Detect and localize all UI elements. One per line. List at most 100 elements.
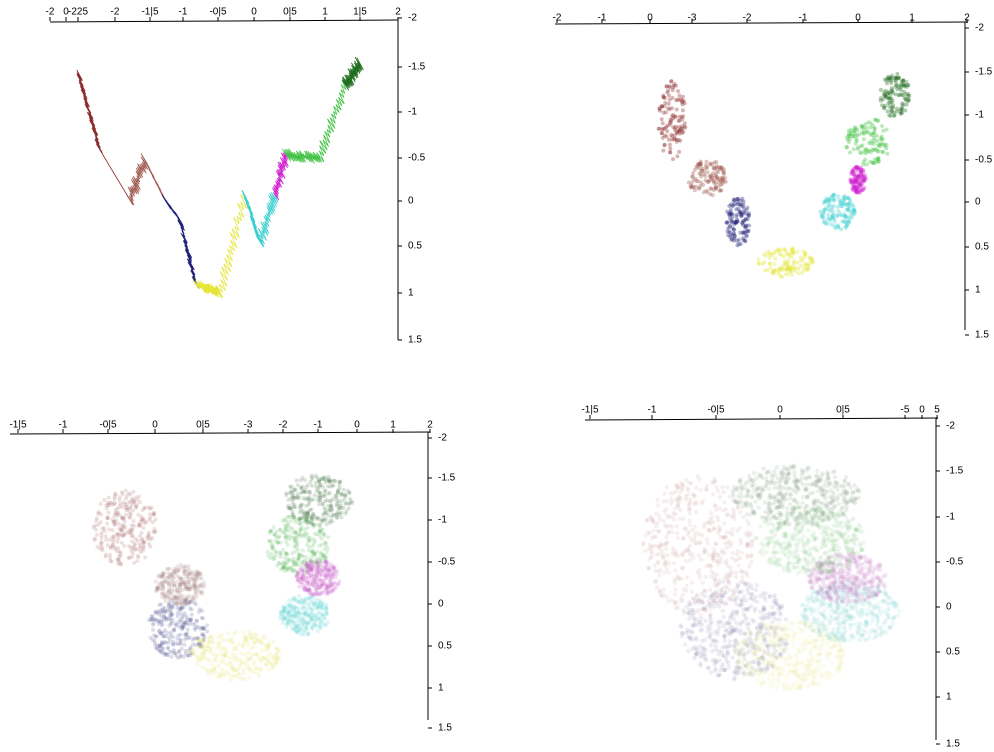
fractal-dot <box>835 223 840 228</box>
fractal-dot <box>177 608 182 613</box>
fractal-dot <box>861 162 866 167</box>
fractal-dot <box>188 653 193 658</box>
fractal-dot <box>884 95 889 100</box>
fractal-dot <box>694 651 699 657</box>
fractal-dot <box>856 181 861 186</box>
fractal-dot <box>852 606 857 611</box>
fractal-dot <box>707 179 712 184</box>
fractal-dot <box>191 582 196 586</box>
fractal-dot <box>880 137 885 142</box>
fractal-dot <box>809 608 814 614</box>
fractal-dot <box>309 610 314 614</box>
fractal-dot <box>185 622 189 627</box>
fractal-dot <box>232 645 237 650</box>
fractal-dot <box>155 585 160 590</box>
fractal-dot <box>853 187 858 192</box>
fractal-dot <box>896 613 901 618</box>
fractal-dot <box>263 648 268 653</box>
fractal-dot <box>314 606 319 611</box>
fractal-dot <box>318 616 322 621</box>
fractal-dot <box>278 612 283 616</box>
fractal-dot <box>841 647 846 652</box>
fractal-dot <box>725 563 730 569</box>
fractal-dot <box>892 113 897 118</box>
fractal-dot <box>691 185 696 190</box>
fractal-dot <box>286 610 291 615</box>
right-tick-label: 1 <box>946 692 952 703</box>
fractal-dot <box>852 207 857 212</box>
fractal-dot <box>175 611 180 616</box>
fractal-dot <box>780 266 784 271</box>
fractal-dot <box>810 679 815 684</box>
fractal-dot <box>166 587 171 592</box>
fractal-dot <box>855 190 859 194</box>
fractal-dot <box>154 634 159 639</box>
fractal-dot <box>190 651 195 656</box>
fractal-dot <box>295 599 300 603</box>
fractal-dot <box>206 658 211 663</box>
fractal-dot <box>677 125 682 129</box>
fractal-dot <box>290 605 295 610</box>
fractal-dot <box>823 199 828 204</box>
fractal-dot <box>845 145 849 150</box>
fractal-dot <box>195 572 200 577</box>
top-tick-label: -0|5 <box>707 405 724 416</box>
fractal-dot <box>274 529 279 534</box>
fractal-dot <box>301 630 306 635</box>
fractal-dot <box>726 541 731 546</box>
fractal-dot <box>839 213 844 218</box>
fractal-dot <box>806 667 811 672</box>
fractal-dot <box>188 617 193 622</box>
fractal-dot <box>708 174 713 179</box>
fractal-dot <box>110 517 115 522</box>
fractal-dot <box>745 205 750 210</box>
fractal-dot <box>832 216 837 221</box>
fractal-dot <box>194 625 199 629</box>
fractal-dot <box>234 647 239 652</box>
fractal-dot <box>856 185 861 190</box>
fractal-dot <box>303 575 308 580</box>
fractal-dot <box>738 509 743 515</box>
fractal-dot <box>171 574 176 579</box>
fractal-dot <box>874 629 879 634</box>
right-tick-label: 0 <box>408 196 414 207</box>
fractal-dot <box>771 639 777 644</box>
fractal-dot <box>242 634 247 639</box>
fractal-dot <box>304 605 308 610</box>
fractal-dot <box>672 133 677 138</box>
fractal-dot <box>711 165 716 170</box>
fractal-dot <box>167 649 172 654</box>
fractal-dot <box>98 546 103 551</box>
fractal-dot <box>303 596 308 601</box>
fractal-dot <box>673 587 678 592</box>
fractal-dot <box>154 643 159 648</box>
fractal-dot <box>295 574 299 579</box>
fractal-dot <box>219 659 224 664</box>
fractal-dot <box>862 178 867 182</box>
fractal-dot <box>296 627 301 632</box>
fractal-dot <box>713 659 718 664</box>
fractal-dot <box>218 640 223 645</box>
fractal-dot <box>198 637 203 642</box>
fractal-dot <box>868 150 873 155</box>
fractal-dot <box>259 648 264 653</box>
fractal-dot <box>308 568 313 573</box>
fractal-dot <box>669 79 674 84</box>
fractal-dot <box>735 197 740 202</box>
fractal-dot <box>687 518 692 523</box>
fractal-dot <box>170 649 174 654</box>
fractal-dot <box>298 601 303 606</box>
fractal-dot <box>772 262 777 266</box>
fractal-dot <box>709 186 714 191</box>
fractal-dot <box>875 620 880 625</box>
fractal-dot <box>867 621 872 626</box>
fractal-dot <box>163 608 168 613</box>
fractal-dot <box>870 160 875 165</box>
fractal-dot <box>177 601 182 606</box>
fractal-dot <box>712 180 717 185</box>
fractal-dot <box>288 614 293 619</box>
fractal-dot <box>309 568 314 572</box>
fractal-dot <box>851 188 856 193</box>
fractal-dot <box>179 597 184 602</box>
fractal-dot <box>307 565 311 570</box>
